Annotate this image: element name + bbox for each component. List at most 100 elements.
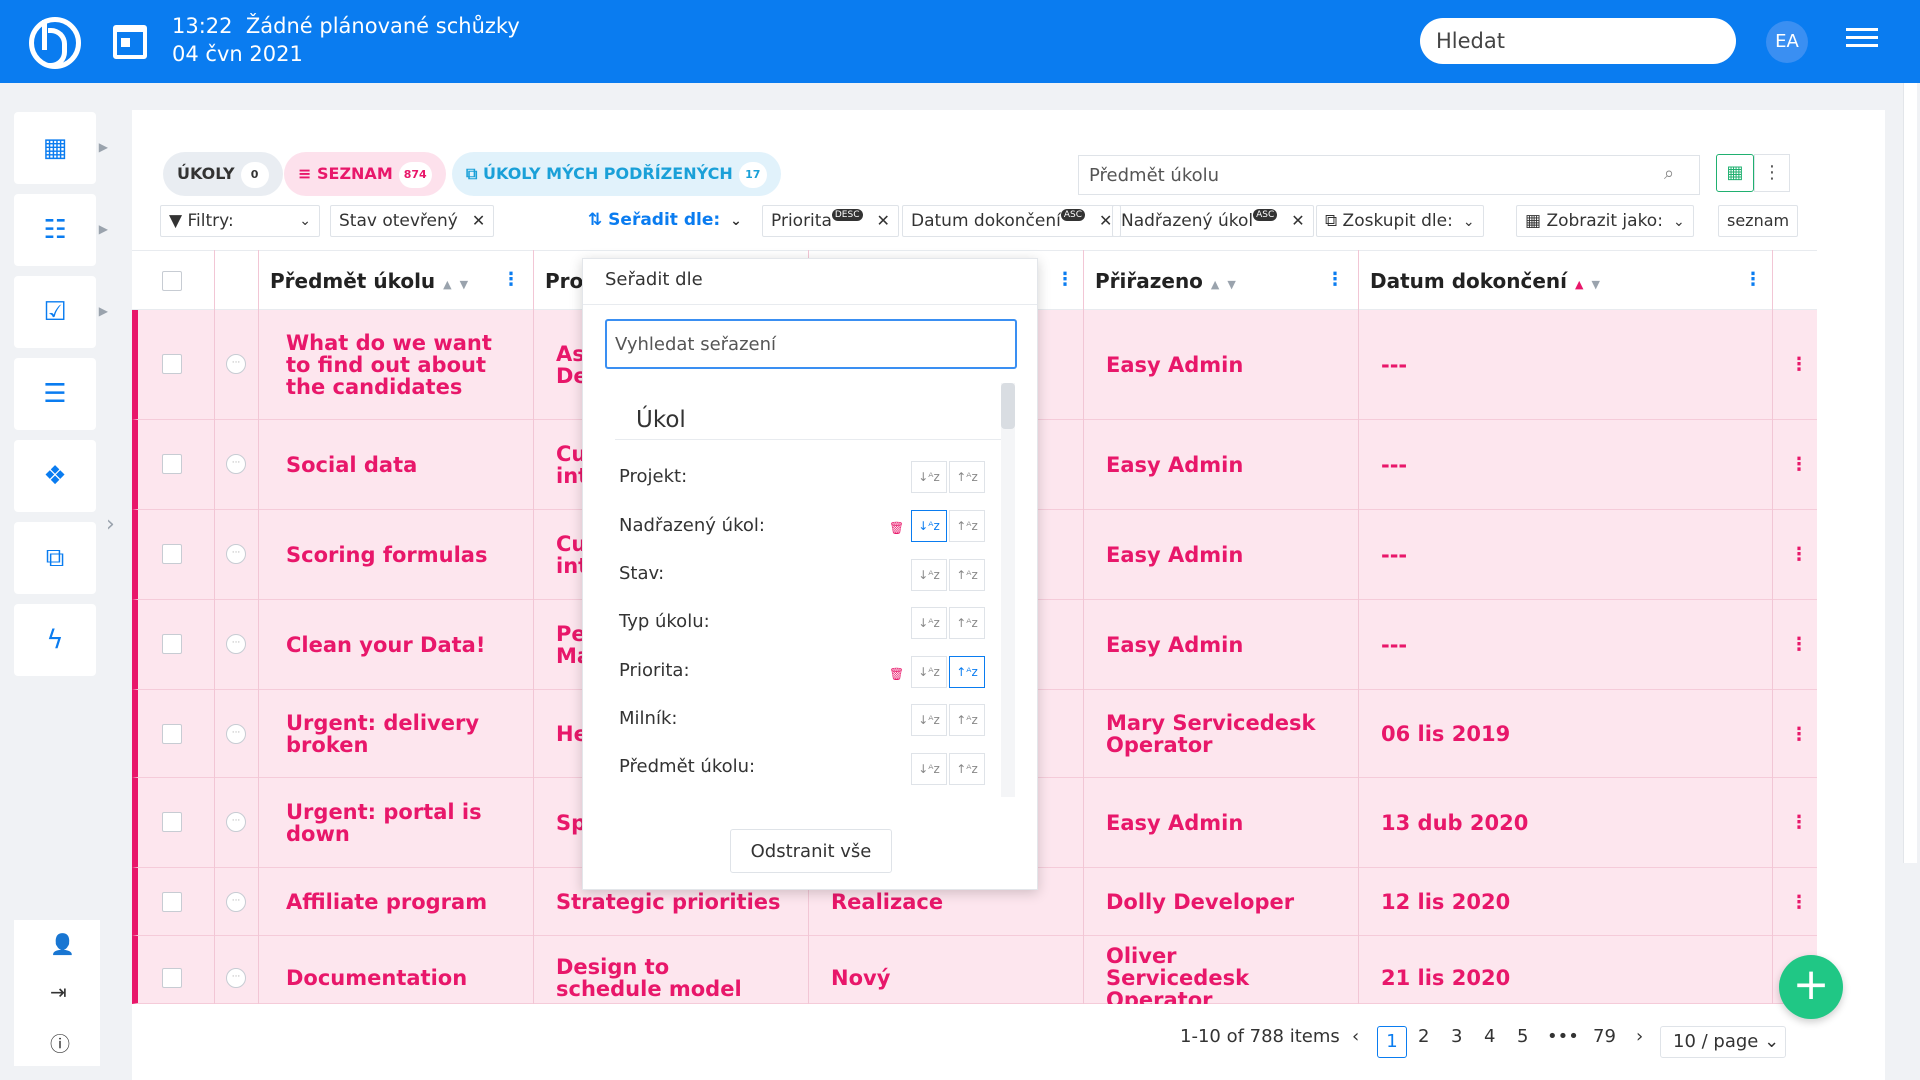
row-checkbox[interactable] bbox=[162, 634, 182, 654]
column-subject[interactable]: Předmět úkolu ▲ ▼ bbox=[270, 251, 468, 311]
group-by-dropdown[interactable]: ⧉ Zoskupit dle: ⌄ bbox=[1316, 205, 1484, 237]
sort-asc-icon[interactable]: ▲ bbox=[1575, 278, 1584, 291]
task-project[interactable]: He bbox=[556, 721, 588, 746]
row-checkbox[interactable] bbox=[162, 544, 182, 564]
row-checkbox[interactable] bbox=[162, 454, 182, 474]
sidebar-item-dropbox[interactable]: ❖ bbox=[14, 440, 96, 512]
tab-list[interactable]: ≡ SEZNAM 874 bbox=[284, 152, 446, 196]
page-4[interactable]: 4 bbox=[1484, 1026, 1496, 1047]
sidebar-item-list[interactable]: ☰ bbox=[14, 358, 96, 430]
row-menu-icon[interactable]: ⋮ bbox=[1790, 724, 1808, 745]
task-subject[interactable]: Social data bbox=[286, 452, 418, 477]
menu-icon[interactable] bbox=[1846, 28, 1878, 52]
more-options-icon[interactable]: ⋮ bbox=[1754, 154, 1790, 192]
task-project[interactable]: Sp bbox=[556, 810, 587, 835]
column-menu-icon[interactable]: ⋮ bbox=[1326, 269, 1344, 290]
task-assigned[interactable]: Dolly Developer bbox=[1106, 889, 1295, 914]
sort-desc-icon[interactable]: ▼ bbox=[459, 278, 469, 291]
close-icon[interactable]: ✕ bbox=[1291, 211, 1305, 230]
task-assigned[interactable]: Easy Admin bbox=[1106, 352, 1244, 377]
row-checkbox[interactable] bbox=[162, 724, 182, 744]
sort-asc-button[interactable]: ↓ᴬᴢ bbox=[911, 461, 947, 493]
subject-search-input[interactable] bbox=[1078, 155, 1700, 195]
row-checkbox[interactable] bbox=[162, 968, 182, 988]
sidebar-item-hierarchy[interactable]: ☷ ▶ bbox=[14, 194, 108, 266]
next-page-icon[interactable]: › bbox=[1636, 1026, 1644, 1047]
task-assigned[interactable]: Easy Admin bbox=[1106, 632, 1244, 657]
task-assigned[interactable]: Mary Servicedesk Operator bbox=[1106, 710, 1316, 757]
user-avatar[interactable]: EA bbox=[1766, 21, 1808, 63]
sort-search-input[interactable] bbox=[605, 319, 1017, 369]
page-79[interactable]: 79 bbox=[1593, 1026, 1616, 1047]
task-project[interactable]: As De bbox=[556, 341, 588, 388]
sort-tag-due-date[interactable]: Datum dokončení ASC ✕ bbox=[902, 205, 1122, 237]
display-as-dropdown[interactable]: ▦ Zobrazit jako: ⌄ bbox=[1516, 205, 1694, 237]
app-logo-icon[interactable] bbox=[29, 17, 81, 69]
comment-icon[interactable]: ··· bbox=[226, 354, 246, 374]
global-search-input[interactable] bbox=[1420, 18, 1736, 64]
column-menu-icon[interactable]: ⋮ bbox=[1056, 269, 1074, 290]
add-task-fab[interactable]: + bbox=[1779, 955, 1843, 1019]
sort-desc-button[interactable]: ↑ᴬᴢ bbox=[949, 510, 985, 542]
trash-icon[interactable]: 🗑 bbox=[889, 521, 905, 535]
row-menu-icon[interactable]: ⋮ bbox=[1790, 634, 1808, 655]
sort-desc-icon[interactable]: ▼ bbox=[1227, 278, 1236, 291]
display-value[interactable]: seznam bbox=[1718, 205, 1799, 237]
sort-desc-button[interactable]: ↑ᴬᴢ bbox=[949, 704, 985, 736]
column-menu-icon[interactable]: ⋮ bbox=[1744, 269, 1762, 290]
comment-icon[interactable]: ··· bbox=[226, 724, 246, 744]
sort-asc-icon[interactable]: ▲ bbox=[443, 278, 452, 291]
row-checkbox[interactable] bbox=[162, 812, 182, 832]
comment-icon[interactable]: ··· bbox=[226, 454, 246, 474]
sort-asc-button[interactable]: ↓ᴬᴢ bbox=[911, 510, 947, 542]
sort-by-button[interactable]: ⇅ Seřadit dle: ⌄ bbox=[580, 205, 750, 237]
filters-dropdown[interactable]: ▼ Filtry: ⌄ bbox=[160, 205, 320, 237]
task-subject[interactable]: Documentation bbox=[286, 965, 468, 990]
column-menu-icon[interactable]: ⋮ bbox=[502, 269, 520, 290]
sidebar-item-actions[interactable]: ϟ bbox=[14, 604, 96, 676]
sort-asc-button[interactable]: ↓ᴬᴢ bbox=[911, 704, 947, 736]
table-row[interactable]: ··· Documentation Design to schedule mod… bbox=[132, 936, 1817, 1011]
sort-tag-parent-task[interactable]: Nadřazený úkol ASC ✕ bbox=[1112, 205, 1314, 237]
task-subject[interactable]: Urgent: delivery broken bbox=[286, 710, 480, 757]
task-project[interactable]: Cu int bbox=[556, 531, 589, 578]
sort-desc-button[interactable]: ↑ᴬᴢ bbox=[949, 607, 985, 639]
task-assigned[interactable]: Easy Admin bbox=[1106, 452, 1244, 477]
task-subject[interactable]: Scoring formulas bbox=[286, 542, 488, 567]
page-2[interactable]: 2 bbox=[1418, 1026, 1430, 1047]
close-icon[interactable]: ✕ bbox=[876, 211, 890, 230]
sort-asc-button[interactable]: ↓ᴬᴢ bbox=[911, 559, 947, 591]
page-1[interactable]: 1 bbox=[1377, 1026, 1407, 1058]
task-project[interactable]: Design to schedule model bbox=[556, 954, 742, 1001]
status-filter-tag[interactable]: Stav otevřený ✕ bbox=[330, 205, 495, 237]
remove-all-button[interactable]: Odstranit vše bbox=[730, 829, 892, 873]
select-all-checkbox[interactable] bbox=[162, 271, 182, 291]
comment-icon[interactable]: ··· bbox=[226, 634, 246, 654]
column-due-date[interactable]: Datum dokončení ▲ ▼ bbox=[1370, 251, 1600, 311]
column-project[interactable]: Pro bbox=[545, 269, 584, 293]
task-project[interactable]: Cu int bbox=[556, 441, 589, 488]
close-icon[interactable]: ✕ bbox=[1098, 211, 1113, 230]
sort-asc-button[interactable]: ↓ᴬᴢ bbox=[911, 607, 947, 639]
task-subject[interactable]: What do we want to find out about the ca… bbox=[286, 330, 492, 399]
row-menu-icon[interactable]: ⋮ bbox=[1790, 812, 1808, 833]
prev-page-icon[interactable]: ‹ bbox=[1352, 1026, 1360, 1047]
tab-subordinates[interactable]: ⧉ ÚKOLY MÝCH PODŘÍZENÝCH 17 bbox=[452, 152, 781, 196]
close-icon[interactable]: ✕ bbox=[471, 211, 486, 230]
comment-icon[interactable]: ··· bbox=[226, 812, 246, 832]
row-menu-icon[interactable]: ⋮ bbox=[1790, 354, 1808, 375]
sidebar-item-tasks[interactable]: ☑ ▶ bbox=[14, 276, 108, 348]
sort-desc-button[interactable]: ↑ᴬᴢ bbox=[949, 559, 985, 591]
sort-tag-priority[interactable]: Priorita DESC ✕ bbox=[762, 205, 899, 237]
page-size-select[interactable]: 10 / page ⌄ bbox=[1660, 1026, 1786, 1058]
row-checkbox[interactable] bbox=[162, 892, 182, 912]
sort-asc-button[interactable]: ↓ᴬᴢ bbox=[911, 656, 947, 688]
trash-icon[interactable]: 🗑 bbox=[889, 667, 905, 681]
task-project[interactable]: Strategic priorities bbox=[556, 889, 781, 914]
tab-tasks[interactable]: ÚKOLY 0 bbox=[163, 152, 283, 196]
row-menu-icon[interactable]: ⋮ bbox=[1790, 544, 1808, 565]
page-ellipsis[interactable]: ••• bbox=[1547, 1026, 1579, 1047]
sidebar-collapse-icon[interactable]: › bbox=[106, 512, 115, 537]
calendar-icon[interactable] bbox=[113, 25, 147, 59]
row-checkbox[interactable] bbox=[162, 354, 182, 374]
